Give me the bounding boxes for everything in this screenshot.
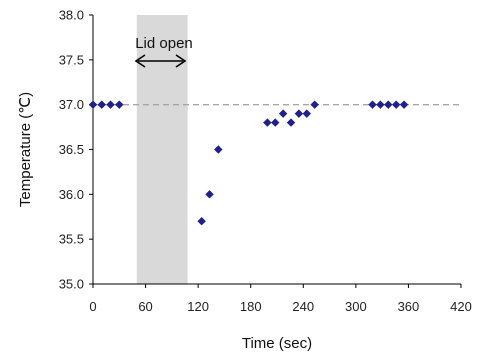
annotation-layer: Lid open (134, 35, 193, 68)
x-tick-label: 300 (345, 299, 367, 314)
y-tick-label: 37.0 (59, 97, 84, 112)
shaded-region-layer (136, 15, 188, 284)
data-point (302, 109, 311, 118)
y-tick-label: 36.5 (59, 142, 84, 157)
lid-open-shaded-region (136, 15, 188, 284)
data-point (376, 100, 385, 109)
y-tick-label: 37.5 (59, 52, 84, 67)
arrow-left-head-icon (134, 54, 146, 68)
x-tick-label: 60 (138, 299, 152, 314)
x-tick-label: 240 (292, 299, 314, 314)
y-tick-label: 35.0 (59, 277, 84, 292)
x-tick-label: 360 (398, 299, 420, 314)
data-point (278, 109, 288, 118)
data-point (97, 100, 106, 109)
y-axis-title: Temperature (℃) (17, 92, 34, 207)
x-tick-label: 420 (450, 299, 472, 314)
data-point (197, 217, 206, 226)
axes-layer: 35.0 35.5 36.0 36.5 37.0 37.5 38.0 0 60 120 180 240… (59, 8, 472, 315)
data-point (294, 109, 304, 118)
y-tick-label: 38.0 (59, 8, 84, 23)
lid-open-label: Lid open (135, 35, 193, 52)
data-point (214, 145, 223, 154)
data-point (310, 100, 319, 109)
data-point (271, 118, 280, 127)
y-tick-label: 36.0 (59, 187, 84, 202)
data-points-layer (88, 100, 409, 226)
data-point (286, 118, 296, 127)
data-point (384, 100, 393, 109)
data-point (88, 100, 98, 109)
data-point (106, 100, 115, 109)
x-axis-title: Time (sec) (242, 335, 312, 352)
data-point (399, 100, 409, 109)
arrow-right-head-icon (175, 54, 187, 68)
x-tick-label: 120 (187, 299, 209, 314)
x-tick-label: 0 (89, 299, 96, 314)
data-point (115, 100, 124, 109)
x-tick-label: 180 (240, 299, 262, 314)
data-point (391, 100, 401, 109)
data-point (205, 190, 214, 199)
y-tick-label: 35.5 (59, 232, 84, 247)
data-point (368, 100, 377, 109)
data-point (263, 118, 272, 127)
